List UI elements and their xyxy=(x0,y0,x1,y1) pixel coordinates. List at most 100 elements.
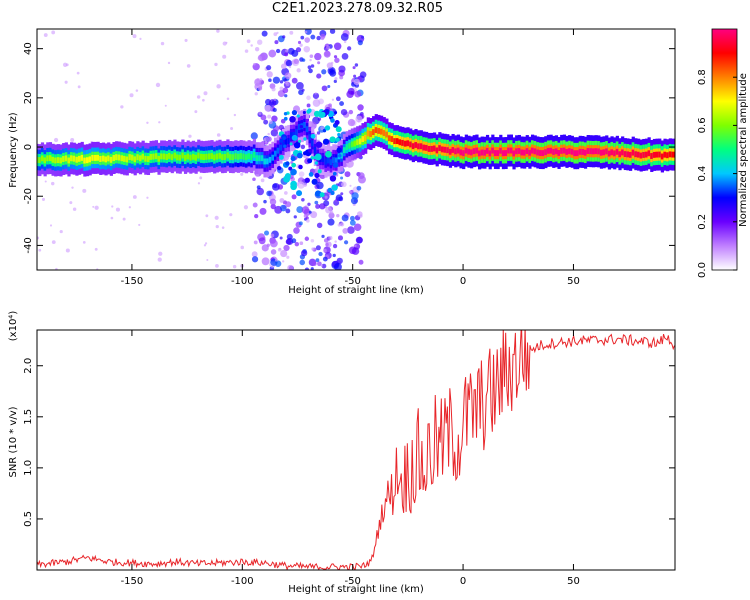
spectrogram-noise-cell xyxy=(260,114,267,121)
spectrogram-y-tick-label: -20 xyxy=(23,188,34,204)
spectrogram-cell xyxy=(565,148,569,155)
spectrogram-cell xyxy=(327,157,331,164)
spectrogram-noise-cell xyxy=(285,59,293,67)
spectrogram-cell xyxy=(123,155,127,162)
spectrogram-cell xyxy=(289,132,294,139)
spectrogram-cell xyxy=(109,156,113,163)
spectrogram-noise-cell xyxy=(307,108,312,113)
chart-title: C2E1.2023.278.09.32.R05 xyxy=(271,1,444,16)
spectrogram-cell xyxy=(560,147,564,154)
spectrogram-noise-cell xyxy=(289,116,296,123)
spectrogram-noise-cell xyxy=(329,210,334,215)
spectrogram-cell xyxy=(313,147,317,153)
spectrogram-noise-cell xyxy=(291,134,298,141)
spectrogram-noise-cell xyxy=(327,187,333,193)
spectrogram-noise-cell xyxy=(320,174,326,179)
spectrogram-noise-cell xyxy=(327,85,331,89)
spectrogram-noise-cell xyxy=(290,168,297,176)
spectrogram-noise-cell xyxy=(347,46,352,51)
spectrogram-noise-cell xyxy=(299,259,306,266)
spectrogram-noise-cell xyxy=(302,110,306,115)
spectrogram-noise-cell xyxy=(64,80,68,84)
spectrogram-cell xyxy=(128,154,132,161)
spectrogram-cell xyxy=(599,149,604,156)
spectrogram-cell xyxy=(340,152,344,159)
spectrogram-noise-cell xyxy=(321,234,325,238)
spectrogram-heatmap xyxy=(37,29,675,270)
spectrogram-y-tick-label: 20 xyxy=(23,91,34,104)
spectrogram-noise-cell xyxy=(347,118,356,127)
spectrogram-cell xyxy=(478,150,482,157)
spectrogram-noise-cell xyxy=(348,109,354,115)
spectrogram-cell xyxy=(321,156,325,163)
spectrogram-cell xyxy=(186,153,190,160)
spectrogram-cell xyxy=(501,150,506,157)
spectrogram-noise-cell xyxy=(304,37,311,43)
spectrogram-noise-cell xyxy=(197,182,201,185)
spectrogram-noise-cell xyxy=(290,183,297,191)
spectrogram-noise-cell xyxy=(264,230,270,236)
spectrogram-noise-cell xyxy=(276,31,279,34)
spectrogram-cell xyxy=(197,152,201,159)
spectrogram-noise-cell xyxy=(258,111,262,115)
spectrogram-noise-cell xyxy=(303,45,311,53)
snr-x-tick-label: -100 xyxy=(231,576,254,587)
spectrogram-noise-cell xyxy=(341,52,349,60)
spectrogram-cell xyxy=(59,157,63,164)
spectrogram-noise-cell xyxy=(158,121,161,124)
spectrogram-noise-cell xyxy=(226,97,230,101)
spectrogram-cell xyxy=(46,155,50,162)
spectrogram-cell xyxy=(562,147,566,154)
spectrogram-cell xyxy=(276,147,280,154)
spectrogram-noise-cell xyxy=(351,192,359,200)
spectrogram-noise-cell xyxy=(289,30,294,35)
spectrogram-cell xyxy=(520,149,524,156)
spectrogram-noise-cell xyxy=(70,137,75,142)
spectrogram-noise-cell xyxy=(324,195,328,199)
spectrogram-noise-cell xyxy=(77,85,81,89)
spectrogram-noise-cell xyxy=(273,32,278,37)
spectrogram-noise-cell xyxy=(315,258,320,263)
spectrogram-noise-cell xyxy=(291,238,297,244)
spectrogram-noise-cell xyxy=(202,98,205,102)
spectrogram-noise-cell xyxy=(331,98,335,101)
spectrogram-noise-cell xyxy=(354,244,357,248)
spectrogram-noise-cell xyxy=(251,256,259,263)
spectrogram-cell xyxy=(311,140,315,147)
spectrogram-cell xyxy=(597,148,601,155)
spectrogram-cell xyxy=(642,151,646,158)
spectrogram-noise-cell xyxy=(304,267,310,270)
spectrogram-noise-cell xyxy=(279,86,284,91)
spectrogram-noise-cell xyxy=(314,161,319,165)
spectrogram-noise-cell xyxy=(251,251,258,258)
spectrogram-noise-cell xyxy=(333,262,342,270)
spectrogram-noise-cell xyxy=(275,48,281,54)
spectrogram-noise-cell xyxy=(316,35,321,41)
spectrogram-cell xyxy=(639,152,643,159)
spectrogram-cell xyxy=(104,156,108,163)
spectrogram-noise-cell xyxy=(94,247,98,251)
spectrogram-noise-cell xyxy=(333,42,342,51)
spectrogram-noise-cell xyxy=(257,86,263,91)
spectrogram-panel: -150 -100 -50 0 50 -40 -20 0 20 40 Height of stra… xyxy=(8,28,676,296)
snr-x-tick-label: -150 xyxy=(121,576,144,587)
spectrogram-cell xyxy=(120,155,124,162)
spectrogram-cell xyxy=(493,150,498,156)
spectrogram-noise-cell xyxy=(38,248,42,252)
spectrogram-noise-cell xyxy=(304,177,310,183)
spectrogram-cell xyxy=(170,154,174,161)
spectrogram-cell xyxy=(395,138,400,145)
spectrogram-noise-cell xyxy=(225,41,228,44)
spectrogram-noise-cell xyxy=(283,175,291,183)
spectrogram-noise-cell xyxy=(268,78,272,83)
spectrogram-noise-cell xyxy=(289,142,293,146)
spectrogram-cell xyxy=(356,139,360,146)
spectrogram-noise-cell xyxy=(330,61,334,65)
spectrogram-cell xyxy=(594,148,598,155)
spectrogram-noise-cell xyxy=(349,219,356,226)
spectrogram-cell xyxy=(528,149,532,156)
spectrogram-noise-cell xyxy=(296,206,304,213)
spectrogram-noise-cell xyxy=(347,226,355,234)
spectrogram-cell xyxy=(83,157,87,164)
spectrogram-cell xyxy=(488,150,492,157)
